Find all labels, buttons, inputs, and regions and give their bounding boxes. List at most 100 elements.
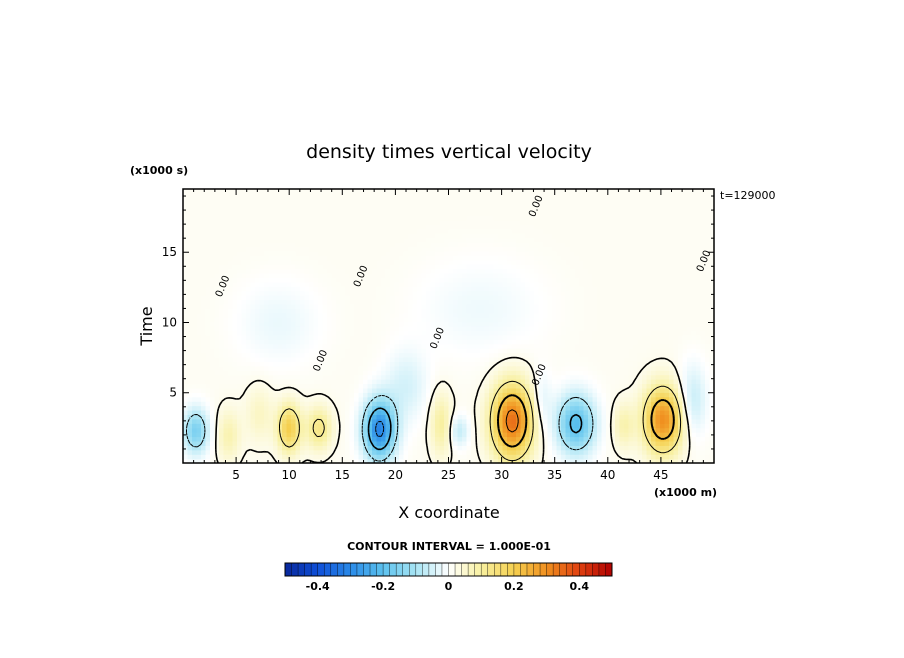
heatmap-cell <box>264 365 270 371</box>
heatmap-cell <box>273 312 279 318</box>
heatmap-cell <box>349 401 355 407</box>
heatmap-cell <box>201 458 207 464</box>
heatmap-cell <box>642 365 648 371</box>
heatmap-cell <box>304 348 310 354</box>
heatmap-cell <box>331 330 337 336</box>
heatmap-cell <box>403 277 409 283</box>
heatmap-cell <box>448 334 454 340</box>
heatmap-cell <box>277 308 283 314</box>
heatmap-cell <box>624 396 630 402</box>
heatmap-cell <box>291 352 297 358</box>
heatmap-cell <box>264 418 270 424</box>
heatmap-cell <box>430 383 436 389</box>
heatmap-cell <box>633 321 639 327</box>
heatmap-cell <box>606 334 612 340</box>
heatmap-cell <box>660 409 666 415</box>
heatmap-cell <box>282 295 288 301</box>
heatmap-cell <box>570 392 576 398</box>
heatmap-cell <box>610 286 616 292</box>
heatmap-cell <box>453 409 459 415</box>
heatmap-cell <box>421 343 427 349</box>
heatmap-cell <box>439 281 445 287</box>
heatmap-cell <box>552 396 558 402</box>
heatmap-cell <box>277 409 283 415</box>
heatmap-cell <box>412 414 418 420</box>
heatmap-cell <box>430 356 436 362</box>
heatmap-cell <box>214 440 220 446</box>
heatmap-cell <box>682 396 688 402</box>
heatmap-cell <box>183 458 189 464</box>
heatmap-cell <box>705 321 711 327</box>
heatmap-cell <box>268 401 274 407</box>
heatmap-cell <box>327 432 333 438</box>
heatmap-cell <box>480 365 486 371</box>
heatmap-cell <box>439 303 445 309</box>
heatmap-cell <box>588 290 594 296</box>
heatmap-cell <box>678 361 684 367</box>
heatmap-cell <box>192 365 198 371</box>
heatmap-cell <box>583 409 589 415</box>
heatmap-cell <box>592 361 598 367</box>
heatmap-cell <box>646 401 652 407</box>
heatmap-cell <box>390 432 396 438</box>
heatmap-cell <box>237 427 243 433</box>
heatmap-cell <box>282 458 288 464</box>
heatmap-cell <box>412 281 418 287</box>
heatmap-cell <box>237 365 243 371</box>
heatmap-cell <box>340 308 346 314</box>
heatmap-cell <box>466 277 472 283</box>
heatmap-cell <box>444 458 450 464</box>
heatmap-cell <box>529 308 535 314</box>
heatmap-cell <box>309 401 315 407</box>
heatmap-cell <box>327 370 333 376</box>
heatmap-cell <box>673 295 679 301</box>
heatmap-cell <box>232 409 238 415</box>
heatmap-cell <box>241 387 247 393</box>
heatmap-cell <box>237 374 243 380</box>
heatmap-cell <box>669 348 675 354</box>
heatmap-cell <box>660 326 666 332</box>
heatmap-cell <box>417 343 423 349</box>
heatmap-cell <box>651 365 657 371</box>
heatmap-cell <box>552 317 558 323</box>
heatmap-cell <box>417 396 423 402</box>
heatmap-cell <box>637 286 643 292</box>
heatmap-cell <box>498 427 504 433</box>
heatmap-cell <box>615 432 621 438</box>
heatmap-cell <box>619 352 625 358</box>
heatmap-cell <box>642 392 648 398</box>
heatmap-cell <box>619 295 625 301</box>
heatmap-cell <box>633 317 639 323</box>
heatmap-cell <box>709 308 715 314</box>
heatmap-cell <box>304 405 310 411</box>
heatmap-cell <box>201 303 207 309</box>
heatmap-cell <box>471 299 477 305</box>
heatmap-cell <box>363 356 369 362</box>
heatmap-cell <box>534 326 540 332</box>
heatmap-cell <box>246 458 252 464</box>
heatmap-cell <box>673 334 679 340</box>
heatmap-cell <box>475 401 481 407</box>
heatmap-cell <box>466 414 472 420</box>
heatmap-cell <box>421 392 427 398</box>
heatmap-cell <box>349 440 355 446</box>
heatmap-cell <box>300 277 306 283</box>
heatmap-cell <box>210 272 216 278</box>
heatmap-cell <box>192 418 198 424</box>
heatmap-cell <box>561 277 567 283</box>
heatmap-cell <box>628 379 634 385</box>
heatmap-cell <box>237 414 243 420</box>
heatmap-cell <box>340 330 346 336</box>
heatmap-cell <box>295 427 301 433</box>
heatmap-cell <box>646 427 652 433</box>
heatmap-cell <box>268 303 274 309</box>
heatmap-cell <box>210 326 216 332</box>
heatmap-cell <box>669 423 675 429</box>
heatmap-cell <box>498 277 504 283</box>
heatmap-cell <box>579 308 585 314</box>
heatmap-cell <box>291 401 297 407</box>
heatmap-cell <box>304 383 310 389</box>
heatmap-cell <box>507 401 513 407</box>
heatmap-cell <box>228 379 234 385</box>
heatmap-cell <box>592 423 598 429</box>
